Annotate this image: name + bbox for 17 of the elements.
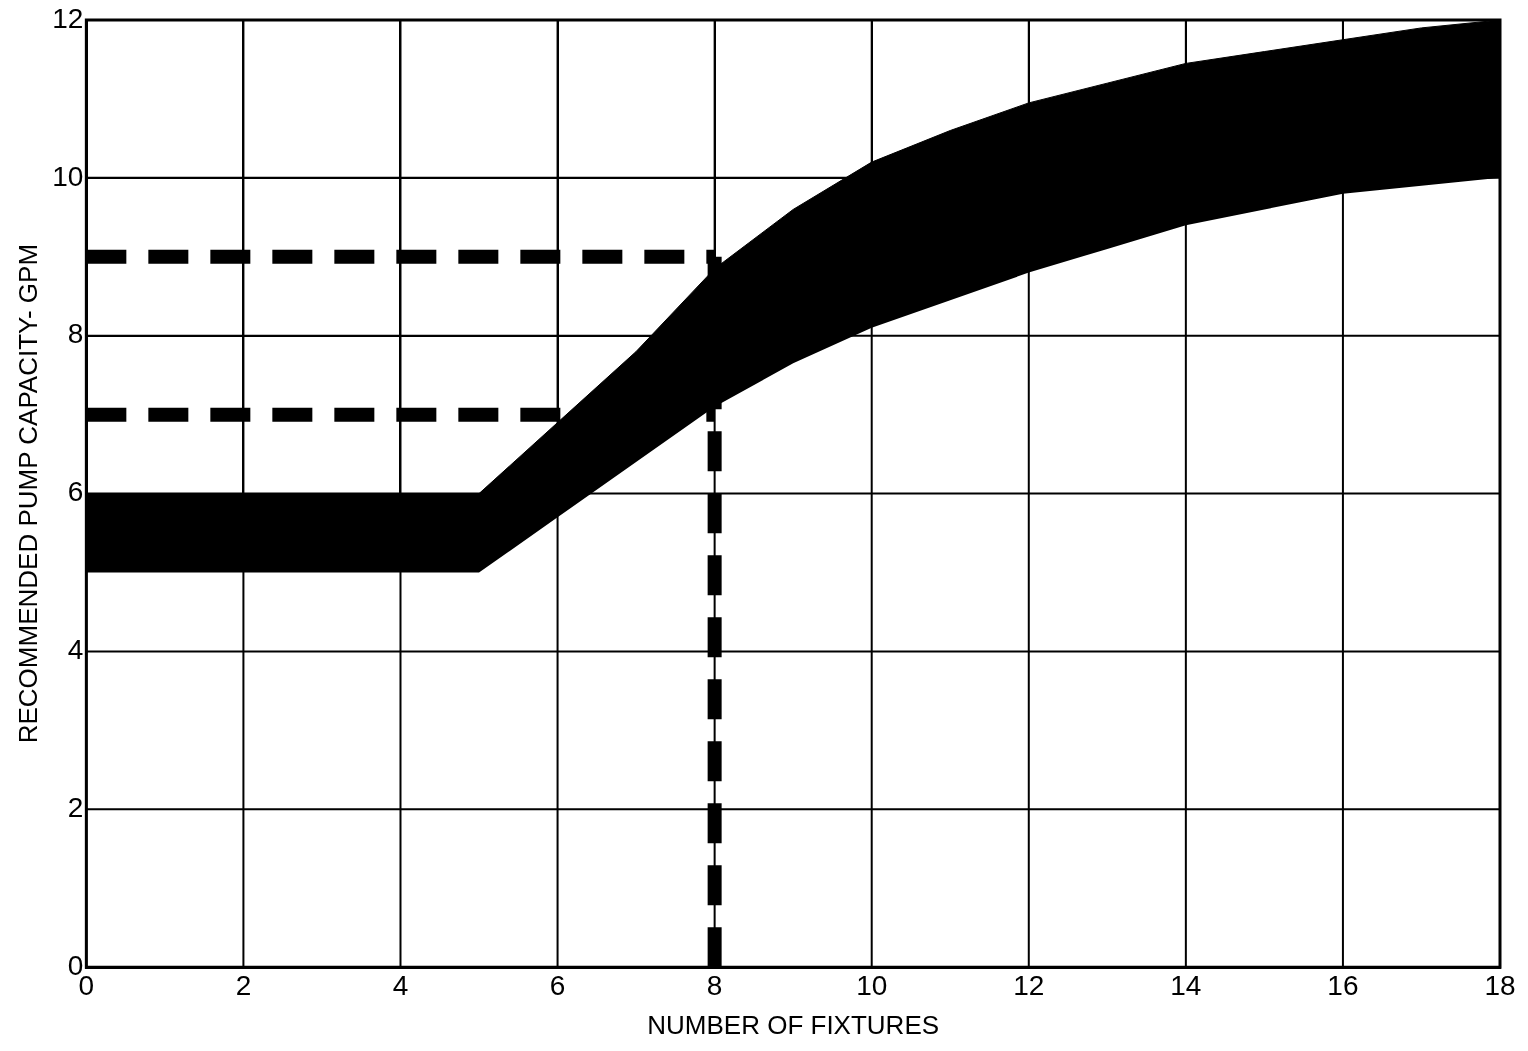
y-tick-label: 4 [67,634,84,666]
y-tick-label: 10 [52,160,84,192]
y-tick-label: 6 [67,476,84,508]
x-tick-label: 18 [1484,969,1516,1001]
x-tick-label: 6 [549,969,566,1001]
y-axis-title: RECOMMENDED PUMP CAPACITY- GPM [12,243,43,744]
x-tick-label: 2 [235,969,252,1001]
x-tick-label: 14 [1170,969,1202,1001]
y-tick-label: 12 [52,2,84,34]
x-tick-label: 4 [392,969,409,1001]
x-tick-label: 10 [856,969,888,1001]
x-tick-label: 16 [1327,969,1359,1001]
y-tick-label: 8 [67,318,84,350]
x-axis-title: NUMBER OF FIXTURES [647,1009,940,1040]
x-tick-label: 8 [706,969,723,1001]
y-tick-label: 2 [67,792,84,824]
x-tick-label: 12 [1013,969,1045,1001]
